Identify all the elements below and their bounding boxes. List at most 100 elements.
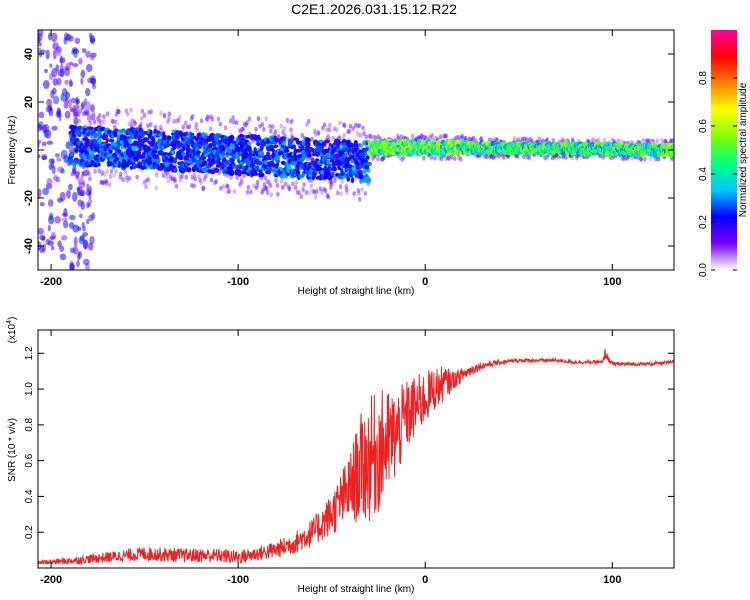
spectrogram-cell (348, 142, 354, 148)
spectrogram-cell (56, 50, 62, 56)
spectrogram-cell (328, 122, 332, 128)
spectrogram-cell (237, 127, 242, 133)
spectrogram-cell (68, 222, 75, 230)
spectrogram-cell (516, 153, 520, 159)
spectrogram-cell (88, 176, 92, 182)
spectrogram-cell (99, 179, 103, 185)
spectrogram-cell (142, 112, 147, 118)
spectrogram-cell (364, 134, 369, 140)
spectrogram-cell (454, 135, 458, 141)
spectrogram-cell (512, 136, 517, 142)
spectrogram-cell (528, 136, 533, 142)
spectrogram-cell (297, 153, 303, 158)
spectrogram-cell (275, 159, 281, 164)
spectrogram-cell (232, 119, 236, 125)
spectrogram-cell (258, 123, 262, 129)
spectrogram-cell (130, 118, 134, 124)
spectrogram-cell (213, 167, 220, 173)
spectrogram-cell (63, 103, 69, 109)
spectrogram-cell (140, 108, 145, 114)
spectrogram-cell (45, 49, 50, 60)
spectrogram-cell (51, 231, 56, 239)
spectrogram-cell (70, 97, 77, 103)
spectrogram-cell (570, 155, 574, 161)
spectrogram-cell (328, 184, 333, 190)
spectrogram-cell (148, 122, 153, 128)
spectrogram-cell (506, 154, 510, 160)
spectrogram-cell (50, 32, 58, 43)
spectrogram-cell (93, 132, 99, 138)
spectrogram-cell (74, 37, 81, 44)
spectrogram-cell (116, 109, 121, 115)
spectrogram-cell (641, 138, 645, 144)
spectrogram-cell (45, 238, 51, 246)
spectrogram-cell (234, 146, 241, 152)
spectrogram-cell (263, 175, 268, 181)
spectrogram-cell (139, 121, 143, 127)
spectrogram-cell (655, 138, 659, 144)
spectrogram-cell (228, 169, 235, 176)
spectrogram-cell (643, 156, 647, 162)
spectrogram-cell (365, 161, 372, 166)
spectrogram-cell (342, 122, 346, 128)
spectrogram-cell (371, 156, 375, 162)
spectrogram-cell (354, 122, 359, 128)
spectrogram-cell (195, 150, 201, 155)
spectrogram-cell (490, 154, 495, 160)
spectrogram-marks (38, 30, 674, 270)
spectrogram-cell (376, 134, 381, 140)
spectrogram-cell (174, 183, 179, 189)
spectrogram-cell (199, 180, 204, 186)
spectrogram-cell (229, 175, 233, 181)
spectrogram-cell (470, 137, 475, 143)
spectrogram-cell (398, 155, 403, 161)
spectrogram-cell (135, 174, 139, 180)
spectrogram-cell (198, 178, 203, 184)
spectrogram-cell (545, 154, 549, 160)
spectrogram-cell (381, 155, 385, 161)
spectrogram-cell (292, 144, 296, 149)
spectrogram-cell (91, 111, 96, 117)
spectrogram-cell (77, 199, 83, 207)
spectrogram-cell (226, 184, 230, 190)
spectrogram-cell (125, 175, 129, 181)
spectrogram-cell (104, 180, 109, 186)
spectrogram-cell (443, 133, 448, 139)
spectrogram-cell (72, 245, 79, 255)
spectrogram-cell (212, 180, 217, 186)
spectrogram-cell (172, 118, 176, 124)
spectrogram-cell (178, 174, 182, 180)
spectrogram-cell (178, 154, 184, 161)
spectrogram-cell (489, 154, 493, 160)
spectrogram-cell (77, 179, 82, 185)
spectrogram-cell (77, 226, 82, 232)
snr-x-tick-label: -100 (227, 574, 249, 586)
spectrogram-cell (347, 128, 352, 134)
spectrogram-cell (247, 141, 252, 146)
spectrogram-cell (202, 176, 207, 182)
spectrogram-cell (399, 134, 404, 140)
spectrogram-cell (269, 144, 275, 149)
spectrogram-cell (365, 155, 370, 160)
spectrogram-cell (61, 217, 68, 222)
spectrogram-cell (322, 122, 327, 128)
spectrogram-cell (379, 157, 384, 163)
spectrogram-cell (491, 154, 496, 160)
spectrogram-cell (242, 173, 247, 179)
spectrogram-cell (123, 169, 128, 175)
spectrogram-cell (85, 109, 90, 116)
spectrogram-cell (52, 95, 60, 105)
spectrogram-cell (81, 169, 89, 177)
spectrogram-cell (97, 113, 102, 119)
spectrogram-cell (442, 133, 446, 139)
spectrogram-cell (229, 134, 235, 141)
spectrogram-cell (299, 194, 304, 200)
spectrogram-cell (78, 182, 86, 189)
spectrogram-cell (382, 154, 386, 160)
spectrogram-cell (483, 153, 487, 159)
spectrogram-cell (87, 126, 94, 131)
spectrogram-cell (219, 185, 223, 191)
spectrogram-cell (88, 185, 92, 195)
spectrogram-cell (72, 110, 77, 116)
spectrogram-cell (359, 174, 364, 180)
